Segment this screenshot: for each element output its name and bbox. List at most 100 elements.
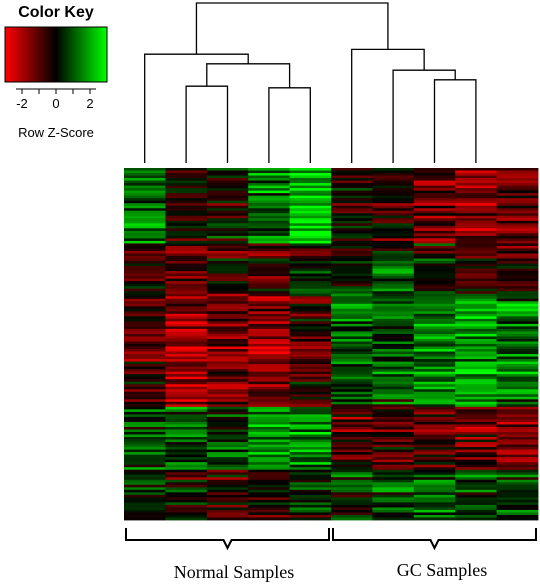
heatmap-cell <box>413 303 456 307</box>
color-key-label: Row Z-Score <box>18 125 94 140</box>
heatmap-cell <box>331 366 373 370</box>
heatmap-cell <box>455 449 497 453</box>
heatmap-cell <box>331 185 373 189</box>
heatmap-cell <box>124 323 166 327</box>
heatmap-cell <box>206 487 249 491</box>
heatmap-cell <box>496 416 539 420</box>
heatmap-cell <box>331 444 373 448</box>
heatmap-cell <box>413 514 456 518</box>
heatmap-cell <box>331 293 373 297</box>
heatmap-cell <box>496 336 539 340</box>
heatmap-cell <box>496 190 539 194</box>
heatmap-cell <box>165 233 208 237</box>
heatmap-cell <box>124 228 166 232</box>
heatmap-cell <box>331 223 373 227</box>
heatmap-cell <box>496 452 539 456</box>
heatmap-cell <box>206 381 249 385</box>
heatmap-cell <box>289 306 332 310</box>
heatmap-cell <box>372 341 415 345</box>
heatmap-cell <box>496 228 539 232</box>
heatmap-cell <box>165 261 208 264</box>
heatmap-cell <box>206 369 249 373</box>
heatmap-cell <box>413 457 456 461</box>
heatmap-cell <box>248 210 290 214</box>
color-key-tick-label: -2 <box>16 96 28 111</box>
heatmap-cell <box>455 228 497 232</box>
heatmap-cell <box>248 228 290 232</box>
heatmap-cell <box>124 168 166 171</box>
heatmap-cell <box>124 389 166 393</box>
heatmap-cell <box>248 195 290 199</box>
heatmap-cell <box>289 381 332 385</box>
heatmap-cell <box>413 230 456 234</box>
heatmap-cell <box>165 203 208 207</box>
heatmap-cell <box>165 396 208 400</box>
heatmap-cell <box>413 198 456 202</box>
heatmap-cell <box>413 331 456 335</box>
heatmap-cell <box>413 512 456 516</box>
heatmap-cell <box>413 306 456 310</box>
heatmap-cell <box>455 293 497 297</box>
heatmap-cell <box>331 336 373 340</box>
heatmap-cell <box>248 256 290 259</box>
heatmap-cell <box>372 507 415 511</box>
heatmap-cell <box>455 404 497 408</box>
heatmap-cell <box>124 396 166 400</box>
heatmap-cell <box>413 240 456 244</box>
heatmap-cell <box>496 243 539 247</box>
heatmap-cell <box>124 215 166 219</box>
heatmap-cell <box>496 489 539 493</box>
heatmap-cell <box>289 328 332 332</box>
heatmap-cell <box>331 437 373 440</box>
heatmap-cell <box>496 391 539 395</box>
heatmap-cell <box>413 283 456 287</box>
heatmap-cell <box>165 326 208 330</box>
heatmap-cell <box>165 439 208 443</box>
heatmap-cell <box>496 233 539 237</box>
heatmap-cell <box>455 389 497 393</box>
heatmap-cell <box>413 409 456 413</box>
heatmap-cell <box>206 271 249 274</box>
heatmap-cell <box>165 374 208 378</box>
heatmap-cell <box>248 391 290 395</box>
heatmap-cell <box>206 205 249 209</box>
heatmap-cell <box>496 444 539 448</box>
heatmap-cell <box>331 188 373 192</box>
heatmap-cell <box>124 250 166 254</box>
heatmap-cell <box>331 283 373 287</box>
heatmap-cell <box>206 286 249 290</box>
heatmap-cell <box>206 170 249 174</box>
heatmap-cell <box>206 311 249 315</box>
heatmap-cell <box>413 263 456 267</box>
heatmap-cell <box>496 173 539 176</box>
heatmap-cell <box>455 256 497 259</box>
heatmap-cell <box>496 379 539 383</box>
heatmap-cell <box>496 248 539 252</box>
heatmap-cell <box>331 240 373 244</box>
heatmap-cell <box>331 369 373 373</box>
heatmap-cell <box>331 487 373 491</box>
heatmap-cell <box>289 349 332 352</box>
heatmap-cell <box>248 266 290 269</box>
heatmap-cell <box>455 190 497 194</box>
heatmap-cell <box>331 429 373 433</box>
heatmap-cell <box>165 452 208 456</box>
heatmap-cell <box>165 457 208 461</box>
heatmap-cell <box>248 419 290 423</box>
heatmap-cell <box>331 416 373 420</box>
heatmap-cell <box>206 283 249 287</box>
heatmap-cell <box>165 278 208 282</box>
heatmap-cell <box>372 459 415 463</box>
heatmap-cell <box>413 296 456 300</box>
heatmap-cell <box>413 366 456 370</box>
heatmap-cell <box>413 411 456 415</box>
heatmap-cell <box>165 313 208 317</box>
heatmap-cell <box>413 180 456 184</box>
heatmap-cell <box>289 489 332 493</box>
heatmap-cell <box>372 218 415 222</box>
heatmap-cell <box>331 452 373 456</box>
heatmap-cell <box>206 178 249 181</box>
heatmap-cell <box>496 291 539 295</box>
heatmap-cell <box>165 492 208 496</box>
heatmap-cell <box>124 333 166 337</box>
